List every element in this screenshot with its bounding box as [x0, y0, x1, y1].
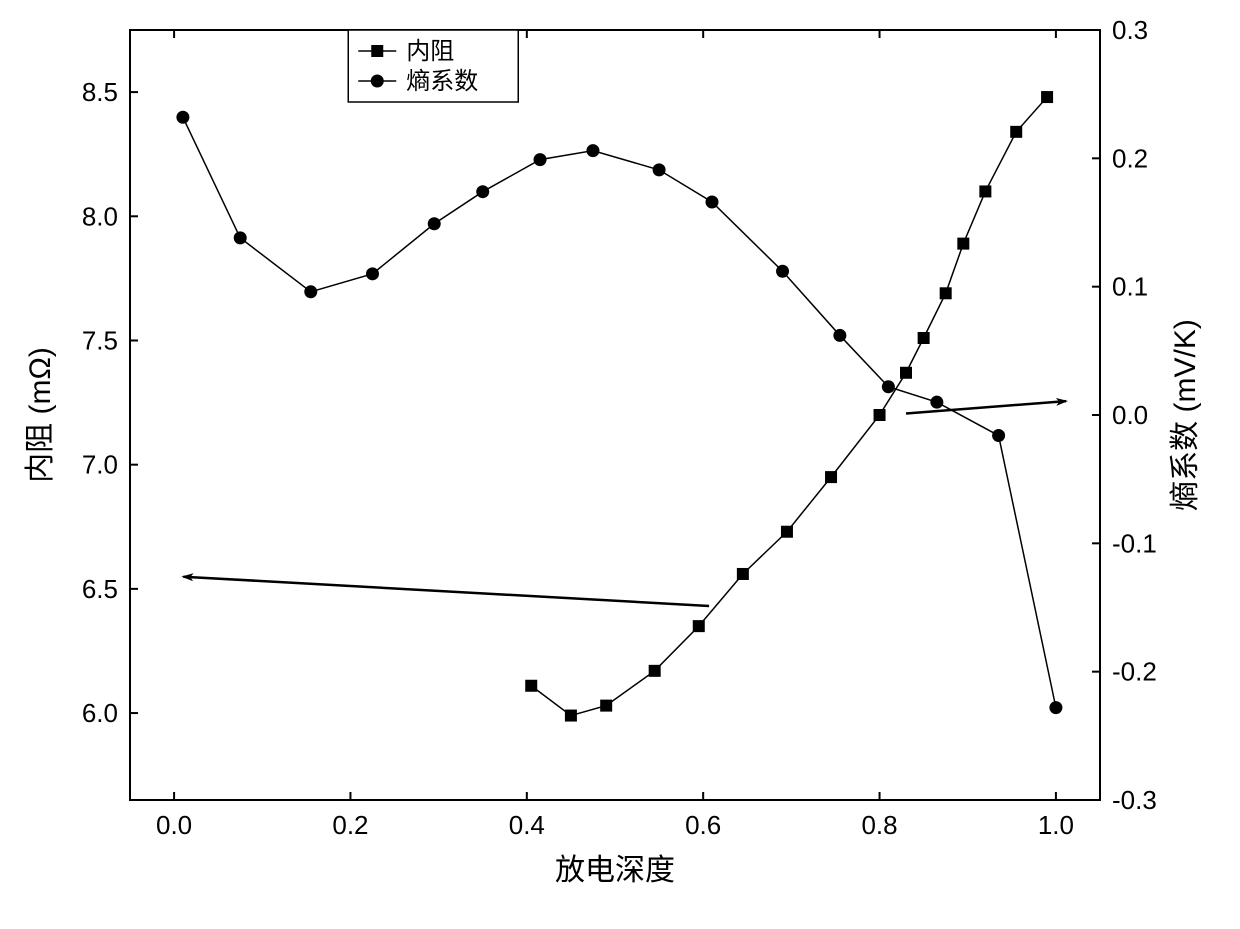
svg-text:熵系数 (mV/K): 熵系数 (mV/K)	[1169, 319, 1202, 511]
svg-text:8.0: 8.0	[82, 201, 118, 231]
svg-text:8.5: 8.5	[82, 77, 118, 107]
svg-text:6.5: 6.5	[82, 574, 118, 604]
svg-text:放电深度: 放电深度	[555, 854, 675, 887]
svg-text:0.2: 0.2	[1112, 143, 1148, 173]
svg-text:0.6: 0.6	[685, 810, 721, 840]
svg-text:0.0: 0.0	[1112, 400, 1148, 430]
svg-text:0.8: 0.8	[861, 810, 897, 840]
svg-text:0.3: 0.3	[1112, 15, 1148, 45]
chart-container: 0.0 0.2 0.4 0.6 0.8 1.0 放电深度 6.0 6.5 7.0 7.5 8.0 8.5…	[0, 0, 1240, 929]
svg-text:-0.2: -0.2	[1112, 657, 1157, 687]
svg-text:1.0: 1.0	[1038, 810, 1074, 840]
svg-text:熵系数: 熵系数	[406, 68, 478, 95]
svg-text:7.5: 7.5	[82, 325, 118, 355]
svg-text:-0.3: -0.3	[1112, 785, 1157, 815]
svg-text:6.0: 6.0	[82, 698, 118, 728]
svg-text:0.2: 0.2	[332, 810, 368, 840]
svg-text:内阻 (mΩ): 内阻 (mΩ)	[24, 347, 57, 483]
svg-text:0.1: 0.1	[1112, 272, 1148, 302]
svg-text:7.0: 7.0	[82, 450, 118, 480]
svg-text:0.4: 0.4	[509, 810, 545, 840]
svg-text:0.0: 0.0	[156, 810, 192, 840]
svg-text:-0.1: -0.1	[1112, 528, 1157, 558]
svg-text:内阻: 内阻	[406, 38, 454, 65]
